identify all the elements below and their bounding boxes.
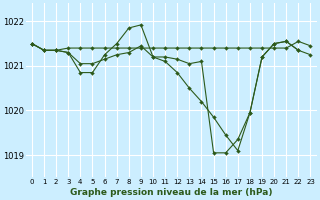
X-axis label: Graphe pression niveau de la mer (hPa): Graphe pression niveau de la mer (hPa)	[70, 188, 272, 197]
